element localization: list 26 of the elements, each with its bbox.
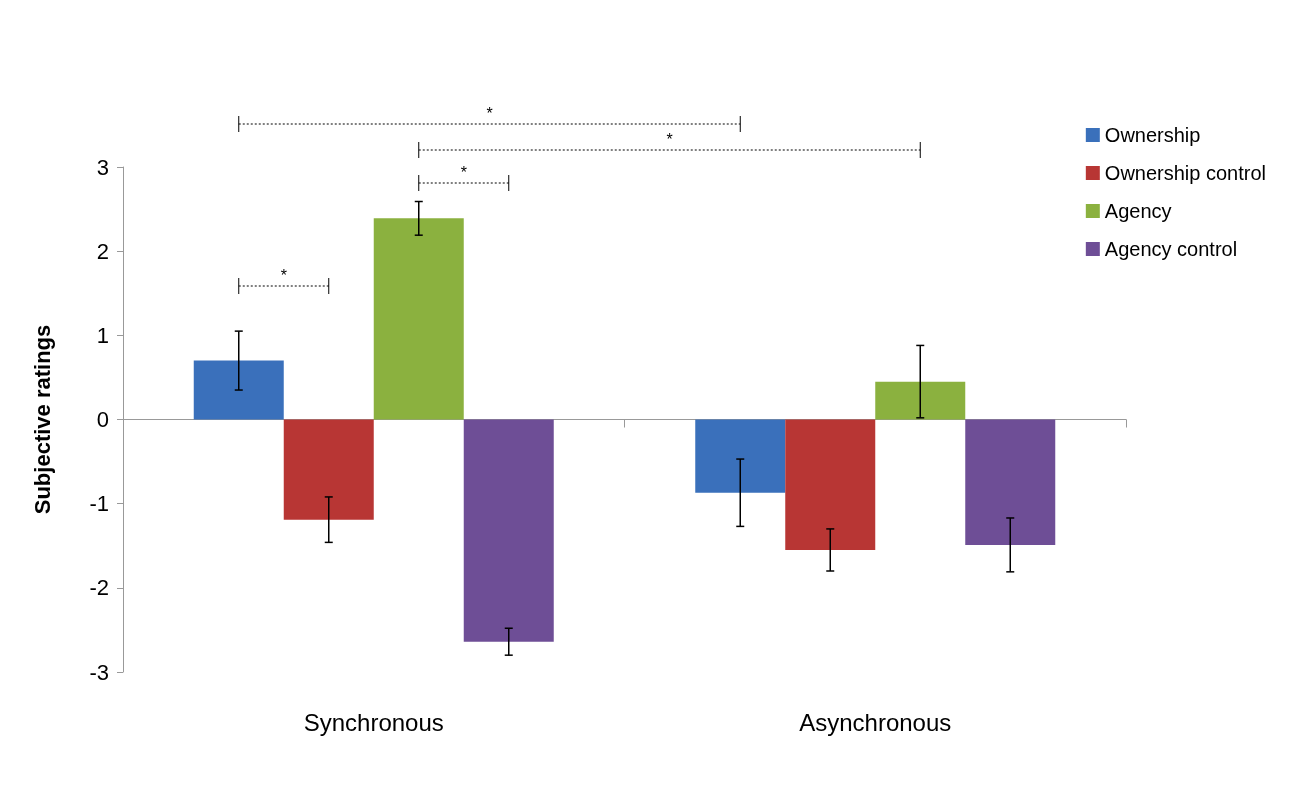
bar (193, 360, 284, 420)
y-tick-label: 0 (96, 407, 109, 432)
y-tick-label: 3 (96, 154, 109, 180)
bar (695, 419, 786, 493)
legend-label: Ownership control (1104, 162, 1267, 184)
y-axis-title: Subjective ratings (29, 324, 55, 515)
bar (875, 381, 966, 420)
annotation: * (460, 163, 467, 181)
bar (373, 218, 464, 420)
y-tick-label: -1 (89, 491, 109, 517)
bar (463, 419, 554, 642)
annotation: * (280, 266, 287, 284)
bar (283, 419, 374, 520)
legend-label: Agency control (1104, 238, 1238, 260)
y-tick-label: -3 (89, 659, 109, 685)
y-tick-label: 1 (96, 322, 109, 348)
text: * (486, 104, 493, 122)
x-tick-label: Synchronous (303, 708, 444, 736)
x-tick-label: Asynchronous (799, 708, 952, 736)
legend-label: Agency (1104, 200, 1172, 222)
legend-label: Ownership (1104, 124, 1201, 146)
bar (965, 419, 1056, 545)
y-tick-label: 2 (96, 238, 109, 264)
text: * (666, 130, 673, 148)
bar (785, 419, 876, 550)
y-tick-label: -2 (89, 575, 109, 601)
